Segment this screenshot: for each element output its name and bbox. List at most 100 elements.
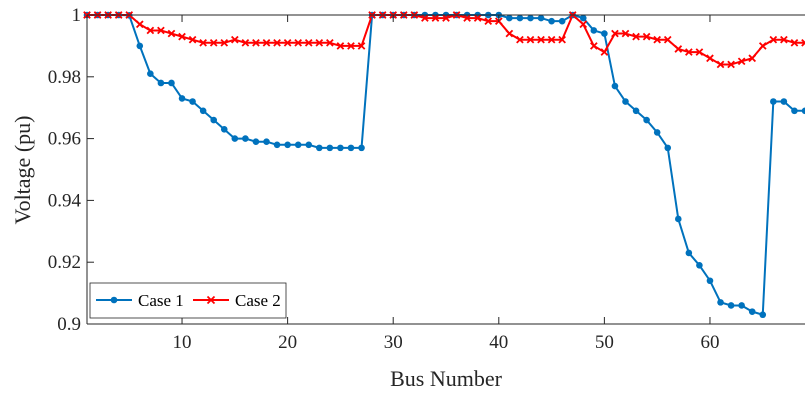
- case-2-point: [547, 35, 556, 44]
- case-2-point: [188, 35, 197, 44]
- case-1-point: [294, 141, 302, 149]
- case-2-point: [442, 14, 450, 22]
- case-2-point: [326, 38, 334, 47]
- case-2-point: [315, 38, 324, 47]
- case-1-point: [706, 277, 714, 285]
- case-2-point: [347, 42, 355, 50]
- y-tick-label: 0.94: [48, 190, 82, 211]
- case-1-point: [157, 79, 165, 87]
- case-2-point: [642, 32, 651, 41]
- case-1-point: [601, 30, 608, 37]
- case-1-point: [622, 98, 629, 105]
- case-1-point: [506, 14, 513, 22]
- case-2-point: [758, 42, 767, 50]
- x-tick-label: 50: [595, 332, 614, 353]
- case-1-point: [358, 144, 365, 152]
- case-2-point: [674, 45, 683, 53]
- case-1-point: [284, 141, 291, 149]
- case-2-point: [230, 35, 239, 44]
- case-1-point: [273, 141, 281, 149]
- y-tick-label: 0.92: [48, 252, 81, 273]
- case-2-point: [621, 29, 630, 38]
- case-1-point: [579, 14, 587, 22]
- case-2-point: [632, 32, 640, 41]
- x-tick-label: 10: [173, 332, 192, 353]
- case-2-point: [790, 38, 799, 47]
- case-1-point: [136, 42, 144, 50]
- case-1-point: [653, 129, 661, 136]
- case-1-point: [548, 17, 555, 25]
- case-2-point: [294, 38, 303, 47]
- case-2-point: [653, 35, 662, 44]
- case-2-point: [505, 29, 514, 38]
- case-1-point: [337, 144, 344, 152]
- case-1-point: [643, 116, 650, 124]
- y-tick-label: 0.98: [48, 67, 81, 88]
- case-1-point: [696, 261, 703, 269]
- case-1-point: [231, 135, 239, 142]
- case-2-point: [748, 54, 757, 63]
- legend-case2-label: Case 2: [235, 291, 281, 310]
- case-2-point: [484, 17, 493, 26]
- case-2-point: [695, 48, 704, 56]
- case-2-point: [357, 42, 366, 50]
- y-tick-label: 0.96: [48, 129, 81, 150]
- case-1-point: [220, 126, 228, 133]
- legend-case1-marker: [110, 296, 118, 304]
- case-2-point: [283, 38, 292, 47]
- case-1-point: [759, 311, 767, 319]
- case-2-point: [663, 35, 672, 44]
- x-axis-title: Bus Number: [390, 366, 503, 391]
- case-2-point: [801, 38, 805, 47]
- case-2-point: [706, 54, 714, 63]
- case-1-point: [558, 17, 566, 25]
- case-2-point: [558, 35, 566, 44]
- case-2-point: [252, 38, 260, 47]
- case-1-point: [189, 98, 196, 105]
- legend-case1-label: Case 1: [138, 291, 184, 310]
- case-2-point: [336, 42, 345, 50]
- case-2-point: [167, 29, 176, 38]
- case-2-point: [473, 14, 482, 22]
- x-tick-label: 30: [384, 332, 403, 353]
- case-2-point: [199, 38, 207, 47]
- y-tick-label: 1: [72, 5, 82, 26]
- case-1-point: [210, 116, 218, 124]
- case-2-point: [273, 38, 281, 47]
- case-1-point: [516, 14, 524, 22]
- case-2-point: [780, 35, 788, 44]
- case-1-point: [263, 138, 270, 145]
- case-1-point: [717, 299, 724, 306]
- case-1-point: [738, 302, 745, 309]
- y-tick-label: 0.9: [57, 314, 81, 335]
- case-2-point: [727, 60, 735, 69]
- case-1-point: [685, 249, 693, 257]
- case-2-point: [611, 29, 619, 38]
- case-2-point: [526, 35, 535, 44]
- case-1-point: [199, 107, 207, 115]
- case-2-point: [304, 38, 313, 47]
- case-1-point: [664, 144, 672, 152]
- x-tick-label: 40: [489, 332, 508, 353]
- case-2-point: [685, 48, 693, 56]
- case-2-point: [241, 38, 250, 47]
- case-2-point: [463, 14, 471, 22]
- case-1-point: [611, 82, 619, 90]
- case-2-point: [516, 35, 524, 44]
- legend: Case 1 Case 2: [89, 282, 287, 319]
- legend-case2-marker: [206, 295, 216, 305]
- case-1-point: [527, 14, 534, 22]
- case-1-point: [147, 70, 154, 78]
- case-1-point: [770, 98, 777, 105]
- case-1-point: [727, 302, 735, 309]
- case-2-point: [262, 38, 271, 47]
- case-2-point: [589, 42, 598, 50]
- case-2-point: [737, 57, 746, 66]
- case-1-point: [242, 135, 249, 142]
- y-axis-title: Voltage (pu): [10, 116, 35, 225]
- case-2-point: [600, 48, 609, 56]
- case-1-point: [801, 107, 805, 115]
- case-1-point: [748, 308, 756, 315]
- x-tick-label: 20: [278, 332, 297, 353]
